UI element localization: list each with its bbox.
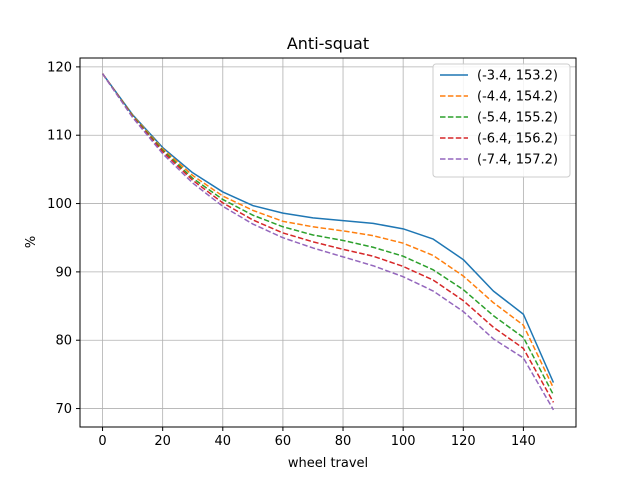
- chart-title: Anti-squat: [287, 34, 369, 53]
- y-tick-label: 70: [55, 402, 72, 417]
- legend-label-1: (-3.4, 153.2): [477, 69, 558, 84]
- y-tick-label: 120: [47, 60, 72, 75]
- legend-box: [432, 63, 571, 178]
- legend-label-3: (-5.4, 155.2): [477, 111, 558, 126]
- y-axis-label: %: [24, 236, 39, 248]
- x-tick-label: 0: [98, 434, 106, 449]
- x-tick-label: 120: [451, 434, 476, 449]
- x-axis-label: wheel travel: [288, 456, 368, 471]
- series-line-3: [101, 73, 555, 396]
- legend-label-2: (-4.4, 154.2): [477, 90, 558, 105]
- x-tick-label: 40: [215, 434, 232, 449]
- x-tick-label: 60: [275, 434, 292, 449]
- x-tick-label: 20: [154, 434, 171, 449]
- series-line-4: [101, 73, 555, 403]
- x-tick-label: 100: [391, 434, 416, 449]
- y-tick-label: 80: [55, 334, 72, 349]
- plot-frame: [79, 57, 577, 428]
- x-tick-label: 140: [511, 434, 536, 449]
- y-tick-label: 110: [47, 129, 72, 144]
- series-lines: [101, 73, 555, 411]
- y-tick-label: 100: [47, 197, 72, 212]
- series-line-1: [101, 73, 555, 383]
- legend: (-3.4, 153.2) (-4.4, 154.2) (-5.4, 155.2) (…: [432, 63, 571, 178]
- series-line-5: [101, 73, 555, 411]
- legend-label-5: (-7.4, 157.2): [477, 153, 558, 168]
- y-tick-label: 90: [55, 265, 72, 280]
- axis-ticks: 0 20 40 60 80 100 120 140 70 80 90 100 110 120: [47, 60, 536, 449]
- legend-label-4: (-6.4, 156.2): [477, 132, 558, 147]
- x-tick-label: 80: [335, 434, 352, 449]
